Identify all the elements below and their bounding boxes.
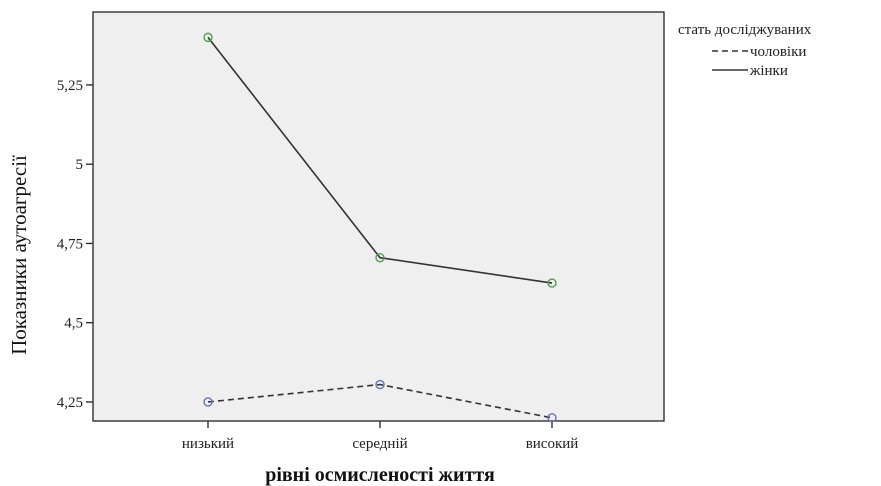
data-point [375,253,385,263]
data-point [375,379,385,390]
series-layer [203,32,557,423]
x-tick-label: середній [352,436,407,452]
legend-entry-label: чоловіки [750,44,806,60]
data-point [547,278,557,288]
x-tick-label: низький [182,436,234,452]
series-line [207,383,553,419]
series-line [207,36,553,284]
data-point [547,413,557,423]
x-tick-label: високий [526,436,579,452]
x-axis-title: рівні осмисленості життя [265,464,495,486]
legend: стать досліджуваних чоловіки жінки [678,22,812,79]
y-axis-title: Показники аутоагресії [7,155,31,355]
y-tick-label: 5,25 [57,78,83,94]
data-point [203,32,213,43]
data-point [203,397,213,407]
legend-entry-label: жінки [749,63,788,79]
y-tick-label: 5 [76,157,84,173]
y-tick-label: 4,5 [64,316,83,332]
plot-area [92,11,665,422]
x-axis: низький середній високий [182,421,578,452]
legend-title: стать досліджуваних [678,22,812,38]
y-axis: 4,25 4,5 4,75 5 5,25 [57,78,93,411]
y-tick-label: 4,25 [57,395,83,411]
y-tick-label: 4,75 [57,236,83,252]
